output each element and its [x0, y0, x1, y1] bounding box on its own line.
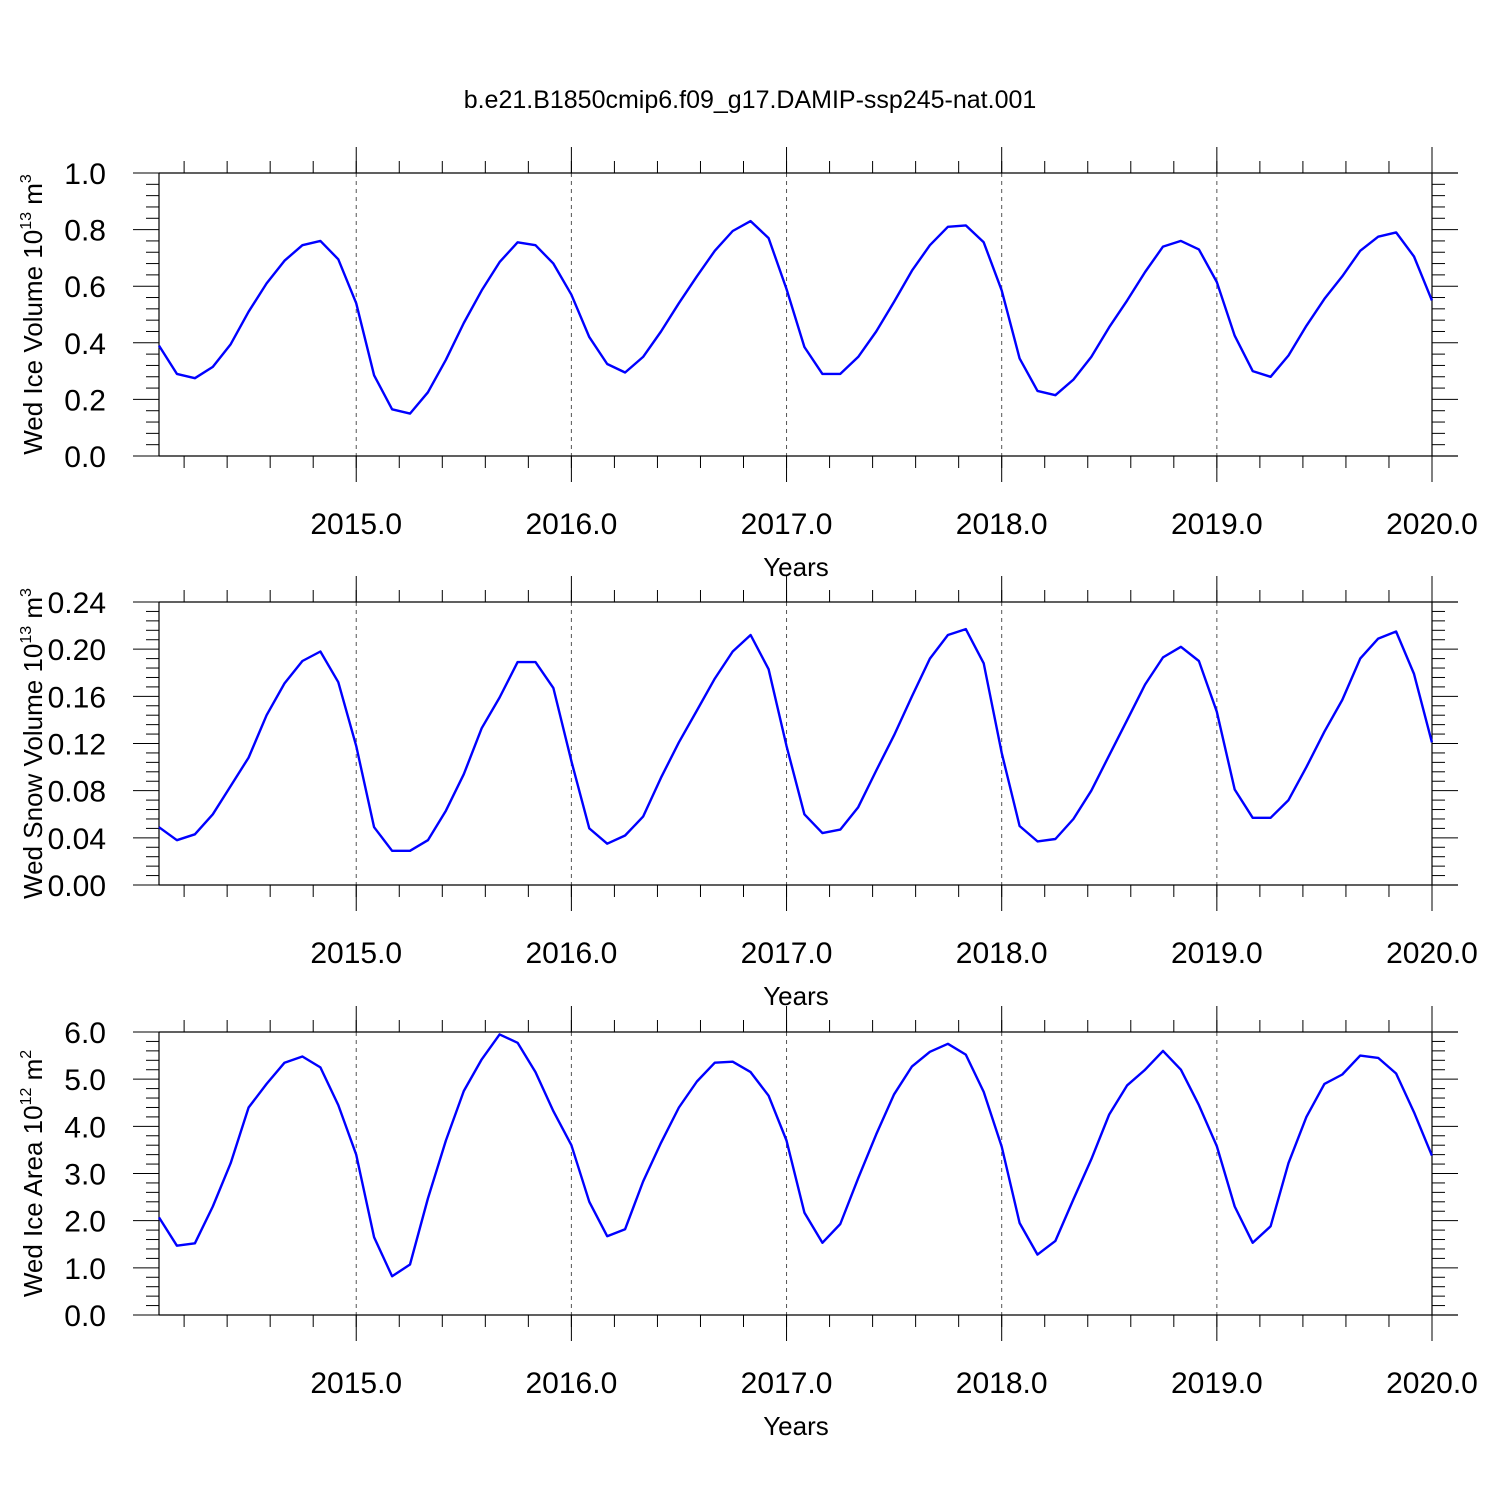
- y-axis-label: Wed Ice Volume 1013 m3: [18, 174, 48, 455]
- panel-3: 2015.0 2016.0 2017.0 2018.0 2019.0 2020.0 0.0 1…: [18, 1006, 1478, 1441]
- y-axis-label-unit: m: [18, 183, 48, 212]
- y-axis-label-unit: m: [18, 1059, 48, 1088]
- series-line: [157, 219, 1434, 415]
- x-tick-label: 2015.0: [310, 1367, 402, 1400]
- y-axis-label-text: Wed Ice Volume 10: [18, 230, 48, 455]
- y-tick-label: 0.0: [64, 1300, 106, 1333]
- y-tick-label: 0.6: [64, 271, 106, 304]
- y-axis-label-text: Wed Ice Area 10: [18, 1105, 48, 1297]
- y-tick-label: 0.4: [64, 328, 106, 361]
- x-tick-label: 2019.0: [1171, 937, 1263, 970]
- x-tick-label: 2019.0: [1171, 1367, 1263, 1400]
- x-tick-label: 2020.0: [1386, 508, 1478, 541]
- y-axis-label-text: Wed Snow Volume 10: [18, 644, 48, 899]
- figure-title: b.e21.B1850cmip6.f09_g17.DAMIP-ssp245-na…: [464, 86, 1037, 114]
- y-axis-label: Wed Snow Volume 1013 m3: [18, 588, 48, 899]
- y-tick-label: 0.0: [64, 441, 106, 474]
- panel-2: 2015.0 2016.0 2017.0 2018.0 2019.0 2020.0 0.00…: [18, 576, 1478, 1011]
- x-tick-label: 2016.0: [526, 1367, 618, 1400]
- y-tick-label: 1.0: [64, 158, 106, 191]
- y-tick-label: 0.2: [64, 384, 106, 417]
- panel-1: 2015.0 2016.0 2017.0 2018.0 2019.0 2020.0 0.0 0…: [18, 147, 1478, 582]
- y-axis-label-exp: 13: [18, 212, 35, 230]
- y-tick-label: 2.0: [64, 1206, 106, 1239]
- y-axis-label-exp: 12: [18, 1088, 35, 1106]
- y-tick-label: 6.0: [64, 1017, 106, 1050]
- y-tick-label: 1.0: [64, 1253, 106, 1286]
- x-tick-label: 2015.0: [310, 937, 402, 970]
- x-axis-label: Years: [763, 981, 829, 1011]
- x-tick-label: 2019.0: [1171, 508, 1263, 541]
- y-tick-label: 4.0: [64, 1111, 106, 1144]
- x-tick-label: 2017.0: [741, 1367, 833, 1400]
- y-axis-label-unit: m: [18, 597, 48, 626]
- x-axis-label: Years: [763, 552, 829, 582]
- x-tick-label: 2016.0: [526, 508, 618, 541]
- series-line: [157, 1033, 1434, 1278]
- y-axis-label-unit-exp: 3: [18, 588, 35, 597]
- y-tick-label: 0.08: [48, 776, 106, 809]
- y-axis-label: Wed Ice Area 1012 m2: [18, 1050, 48, 1297]
- y-tick-label: 3.0: [64, 1159, 106, 1192]
- x-tick-label: 2018.0: [956, 937, 1048, 970]
- y-tick-label: 0.12: [48, 729, 106, 762]
- x-tick-label: 2018.0: [956, 508, 1048, 541]
- x-tick-label: 2017.0: [741, 937, 833, 970]
- series-line: [158, 627, 1434, 852]
- y-tick-label: 0.00: [48, 870, 106, 903]
- y-tick-label: 0.04: [48, 823, 106, 856]
- y-tick-label: 0.24: [48, 587, 106, 620]
- y-tick-label: 5.0: [64, 1064, 106, 1097]
- y-axis-label-unit-exp: 3: [18, 174, 35, 183]
- panels: 2015.0 2016.0 2017.0 2018.0 2019.0 2020.00.00…: [18, 147, 1478, 1441]
- x-tick-label: 2020.0: [1386, 1367, 1478, 1400]
- x-tick-label: 2017.0: [741, 508, 833, 541]
- y-tick-label: 0.20: [48, 634, 106, 667]
- x-tick-label: 2016.0: [526, 937, 618, 970]
- x-axis-label: Years: [763, 1411, 829, 1441]
- y-tick-label: 0.8: [64, 215, 106, 248]
- x-tick-label: 2018.0: [956, 1367, 1048, 1400]
- x-tick-label: 2015.0: [310, 508, 402, 541]
- y-axis-label-unit-exp: 2: [18, 1050, 35, 1059]
- x-tick-label: 2020.0: [1386, 937, 1478, 970]
- y-axis-label-exp: 13: [18, 626, 35, 644]
- y-tick-label: 0.16: [48, 681, 106, 714]
